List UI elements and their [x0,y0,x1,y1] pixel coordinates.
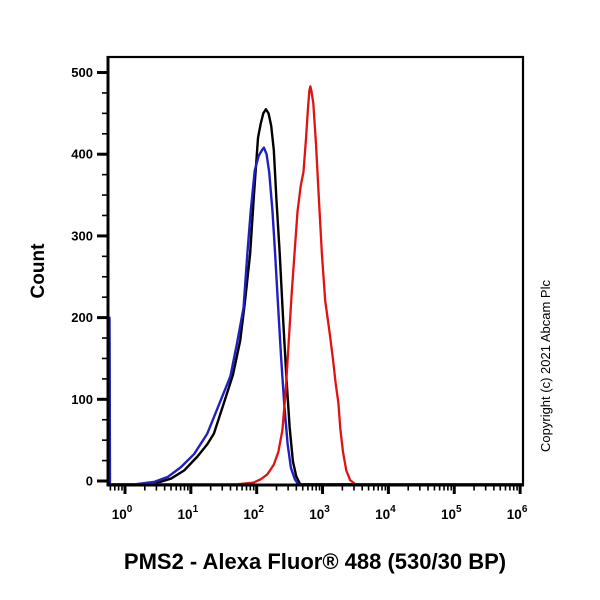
y-tick-label: 400 [71,147,93,162]
x-tick-exponent: 5 [456,504,462,515]
x-tick-label: 101 [178,504,199,522]
x-axis: 100 101 102 103 104 105 106 [109,485,528,522]
x-tick-exponent: 6 [522,504,528,515]
x-tick-label: 102 [243,504,264,522]
chart-title: PMS2 - Alexa Fluor® 488 (530/30 BP) [123,549,507,574]
curves [106,85,524,486]
x-tick-base: 10 [309,507,324,522]
x-tick-exponent: 2 [258,504,264,515]
x-tick-label: 100 [112,504,133,522]
x-tick-base: 10 [112,507,127,522]
y-tick-label: 200 [71,310,93,325]
x-tick-label: 106 [507,504,528,522]
blue-control-curve [106,146,524,486]
x-tick-label: 105 [441,504,462,522]
plot-border [106,55,525,487]
x-tick-exponent: 1 [193,504,199,515]
y-tick-label: 300 [71,228,93,243]
x-tick-base: 10 [243,507,258,522]
y-axis: 0 100 200 300 400 500 [71,65,108,488]
x-tick-exponent: 3 [324,504,330,515]
x-tick-exponent: 0 [127,504,133,515]
x-tick-label: 103 [309,504,330,522]
y-tick-label: 500 [71,65,93,80]
x-tick-base: 10 [507,507,522,522]
x-tick-label: 104 [375,504,396,522]
black-control-curve [106,108,524,486]
x-tick-exponent: 4 [390,504,396,515]
x-tick-base: 10 [441,507,456,522]
y-axis-title: Count [28,243,49,299]
copyright-text: Copyright (c) 2021 Abcam Plc [538,280,553,452]
red-pms2-curve [106,85,524,486]
y-tick-label: 0 [86,473,93,488]
x-tick-base: 10 [178,507,193,522]
y-tick-label: 100 [71,392,93,407]
x-tick-base: 10 [375,507,390,522]
